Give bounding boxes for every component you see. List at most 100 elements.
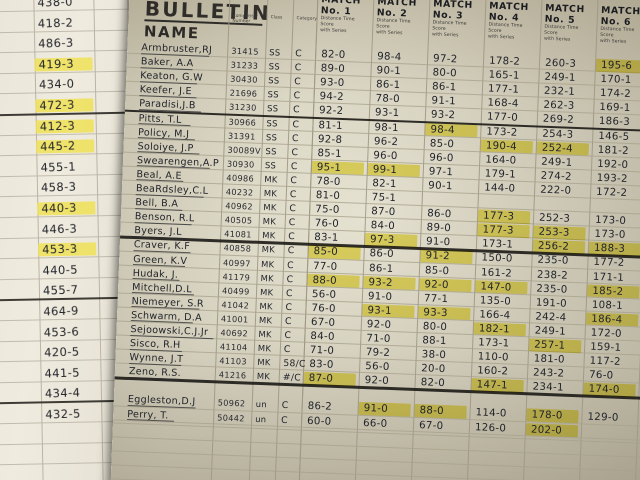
match-column-header-2: MATCH No. 2 Distance Time Score with Series xyxy=(376,0,418,37)
match-score: 178-0 xyxy=(531,409,563,423)
competitor-number: 31391 xyxy=(227,130,256,142)
match-score: 190-4 xyxy=(485,140,518,153)
match-score: 234-1 xyxy=(532,381,564,394)
match-score: 144-0 xyxy=(484,182,516,195)
match-score: 172-2 xyxy=(595,186,628,199)
competitor-number: 21696 xyxy=(229,87,258,99)
match-score: 159-1 xyxy=(589,341,622,354)
competitor-number: 40499 xyxy=(221,285,250,297)
competitor-category: C xyxy=(293,90,301,102)
match-score: 170-1 xyxy=(600,73,632,87)
competitor-class: SS xyxy=(265,131,278,143)
match-score: 87-0 xyxy=(371,206,396,219)
match-score: 168-4 xyxy=(487,97,519,111)
match-score: 86-0 xyxy=(426,208,452,221)
competitor-category: C xyxy=(287,245,295,257)
match-score: 188-3 xyxy=(593,243,626,256)
match-score: 85-0 xyxy=(429,137,455,150)
match-score: 83-1 xyxy=(313,232,339,245)
competitor-category: C xyxy=(293,76,302,88)
match-score: 186-3 xyxy=(598,116,631,129)
match-score: 75-0 xyxy=(315,204,340,217)
match-score: 91-0 xyxy=(363,403,389,416)
under-sheet-value: 455-1 xyxy=(40,159,77,175)
match-score: 93-2 xyxy=(430,109,456,122)
competitor-number: 40997 xyxy=(222,257,251,269)
match-score: 173-2 xyxy=(486,126,518,139)
match-score: 186-4 xyxy=(591,313,623,326)
competitor-class: un xyxy=(255,413,267,424)
match-score: 76-0 xyxy=(314,218,340,231)
competitor-class: MK xyxy=(263,188,278,199)
subcolumn-header: Class xyxy=(270,15,283,21)
match-score: 238-2 xyxy=(536,269,569,282)
competitor-category: C xyxy=(285,301,293,313)
match-score: 173-0 xyxy=(594,228,626,242)
match-score: 126-0 xyxy=(474,421,507,434)
competitor-category: C xyxy=(286,273,294,285)
under-sheet-value: 418-2 xyxy=(37,15,74,31)
match-score: 164-0 xyxy=(485,154,517,167)
match-score: 66-0 xyxy=(362,417,388,430)
competitor-number: 31233 xyxy=(230,59,259,71)
subcolumn-header: Category xyxy=(296,16,318,22)
match-score: 150-0 xyxy=(481,252,513,266)
match-score: 98-1 xyxy=(374,121,399,134)
under-sheet-value: 453-6 xyxy=(43,323,80,340)
match-score: 85-0 xyxy=(424,264,450,277)
under-sheet-value: 419-3 xyxy=(38,56,75,72)
match-score: 89-0 xyxy=(426,222,452,235)
match-score: 93-3 xyxy=(423,307,448,319)
match-score: 129-0 xyxy=(587,412,619,425)
match-score: 165-1 xyxy=(488,69,520,82)
match-score: 93-2 xyxy=(368,276,394,289)
competitor-number: 31415 xyxy=(231,45,260,57)
match-score: 86-1 xyxy=(368,262,394,275)
match-score: 173-0 xyxy=(594,214,627,228)
match-score: 98-4 xyxy=(376,51,402,64)
match-score: 86-0 xyxy=(369,248,395,261)
competitor-category: C xyxy=(286,259,295,271)
match-column-header-3: MATCH No. 3 Distance Time Score with Series xyxy=(431,0,474,39)
match-score: 249-1 xyxy=(544,71,576,84)
under-sheet-value: 432-5 xyxy=(45,406,81,422)
match-score: 222-0 xyxy=(539,184,572,197)
competitor-number: 40858 xyxy=(223,242,252,254)
match-score: 242-4 xyxy=(535,311,567,324)
match-score: 81-1 xyxy=(318,119,344,132)
match-score: 92-0 xyxy=(364,375,390,388)
match-score: 179-1 xyxy=(484,168,517,181)
under-sheet-value: 445-2 xyxy=(39,138,76,154)
competitor-number: 41001 xyxy=(220,313,249,325)
competitor-category: #/C xyxy=(282,372,302,384)
competitor-number: 50442 xyxy=(217,411,245,423)
competitor-number: 50962 xyxy=(217,397,246,409)
match-score: 80-0 xyxy=(422,321,448,334)
competitor-category: C xyxy=(283,344,291,356)
under-sheet-value: 455-7 xyxy=(42,282,79,299)
match-score: 67-0 xyxy=(418,419,444,432)
competitor-category: C xyxy=(288,217,296,229)
under-sheet-value: 434-0 xyxy=(38,76,75,93)
under-sheet-value: 434-4 xyxy=(44,385,81,402)
match-score: 172-0 xyxy=(590,327,623,340)
match-score: 88-1 xyxy=(422,335,447,348)
match-score: 82-0 xyxy=(420,377,446,390)
match-score: 160-2 xyxy=(476,365,509,378)
match-score: 254-3 xyxy=(542,128,574,141)
match-score: 177-1 xyxy=(487,83,520,96)
match-score: 79-2 xyxy=(365,347,391,360)
match-score: 71-0 xyxy=(366,333,391,345)
bulletin-score-sheet: BULLETIN NAME MATCH No. 1 Distance Time Sco… xyxy=(110,0,640,480)
competitor-category: C xyxy=(289,203,297,215)
match-score: 92-8 xyxy=(317,133,343,146)
match-score: 96-0 xyxy=(373,149,398,162)
match-score: 60-0 xyxy=(306,415,332,428)
competitor-class: MK xyxy=(258,314,273,326)
match-score: 56-0 xyxy=(311,288,337,301)
match-score: 78-0 xyxy=(316,175,341,188)
competitor-class: MK xyxy=(262,230,276,241)
match-score: 97-2 xyxy=(432,53,458,66)
match-score: 76-0 xyxy=(311,302,336,315)
